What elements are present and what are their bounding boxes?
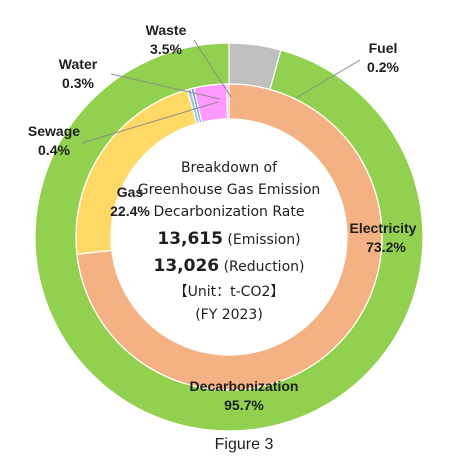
label-water-name: Water xyxy=(59,56,98,72)
label-electricity-name: Electricity xyxy=(350,220,417,236)
unit-label: 【Unit：t-CO2】 xyxy=(174,284,285,300)
emission-value: 13,615 xyxy=(157,229,223,249)
label-fuel-name: Fuel xyxy=(369,40,398,56)
label-decarbonization-value: 95.7% xyxy=(224,397,264,413)
reduction-line: 13,026 (Reduction) xyxy=(154,256,305,276)
leader-lines xyxy=(81,39,361,144)
label-waste-name: Waste xyxy=(146,22,187,38)
leader-sewage xyxy=(81,101,219,144)
figure-caption: Figure 3 xyxy=(215,436,274,453)
label-sewage-value: 0.4% xyxy=(38,142,70,158)
reduction-value: 13,026 xyxy=(154,256,220,276)
leader-waste xyxy=(193,39,232,98)
center-title-line-3: Decarbonization Rate xyxy=(154,204,305,220)
reduction-label: (Reduction) xyxy=(224,259,305,275)
emission-label: (Emission) xyxy=(227,232,300,248)
segment-labels: Waste 3.5% Fuel 0.2% Water 0.3% Sewage 0… xyxy=(28,22,417,413)
slice-fuel xyxy=(226,83,230,120)
label-fuel-value: 0.2% xyxy=(367,59,399,75)
label-gas-value: 22.4% xyxy=(110,203,150,219)
label-water-value: 0.3% xyxy=(62,75,94,91)
period-label: (FY 2023) xyxy=(195,307,263,323)
center-hole xyxy=(111,119,347,355)
label-gas-name: Gas xyxy=(117,184,144,200)
label-waste-value: 3.5% xyxy=(150,41,182,57)
center-title-line-2: Greenhouse Gas Emission xyxy=(138,182,321,198)
label-sewage-name: Sewage xyxy=(28,123,80,139)
center-title-line-1: Breakdown of xyxy=(181,160,278,176)
center-text-block: Breakdown of Greenhouse Gas Emission Dec… xyxy=(138,160,321,323)
leader-water xyxy=(110,73,221,100)
label-electricity-value: 73.2% xyxy=(366,239,406,255)
emission-line: 13,615 (Emission) xyxy=(157,229,300,249)
label-decarbonization-name: Decarbonization xyxy=(190,378,299,394)
leader-fuel xyxy=(295,59,361,99)
